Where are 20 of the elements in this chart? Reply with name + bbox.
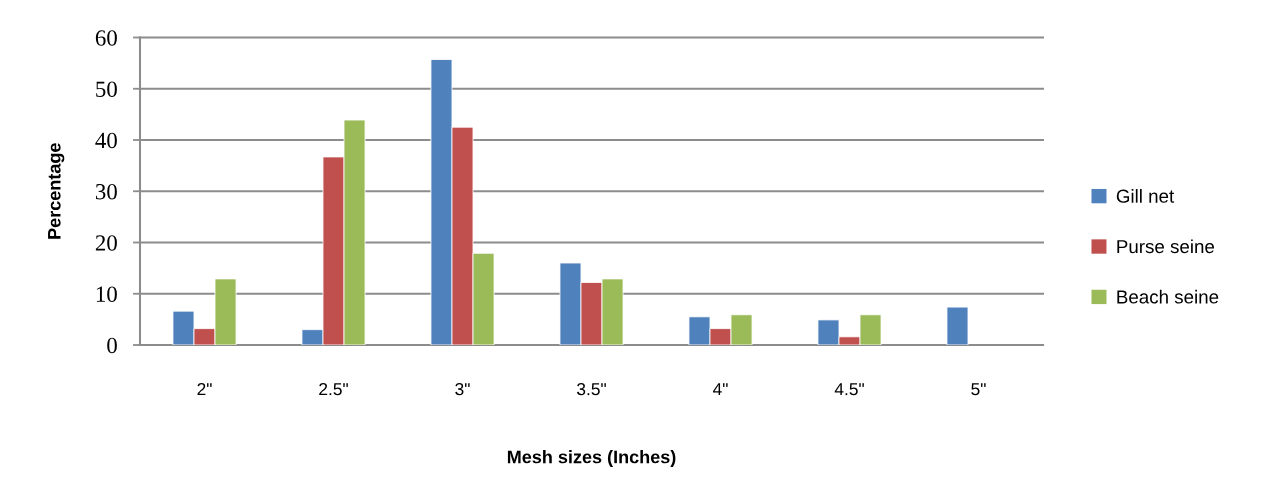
x-tick-label: 5"	[971, 383, 986, 396]
y-tick-label: 60	[95, 30, 117, 46]
x-tick-label: 4.5"	[834, 383, 864, 396]
legend-label: Gill net	[1116, 189, 1175, 203]
x-tick-label: 2.5"	[319, 382, 348, 396]
y-tick-label: 10	[96, 286, 117, 302]
legend-label: Beach seine	[1117, 289, 1219, 304]
x-tick-label: 3.5"	[577, 382, 606, 396]
x-tick-label: 2"	[197, 382, 212, 396]
y-tick-label: 40	[95, 132, 117, 149]
x-tick-label: 3"	[455, 382, 470, 396]
bar	[946, 306, 969, 345]
legend-label: Purse seine	[1117, 239, 1215, 254]
y-tick-label: 20	[95, 235, 117, 251]
y-tick-label: 30	[95, 183, 117, 200]
y-tick-label: 50	[96, 81, 117, 97]
y-tick-label: 0	[107, 337, 117, 354]
x-axis-title: Mesh sizes (Inches)	[507, 450, 676, 467]
y-axis-title: Percentage	[48, 143, 65, 239]
x-tick-label: 4"	[712, 383, 728, 396]
